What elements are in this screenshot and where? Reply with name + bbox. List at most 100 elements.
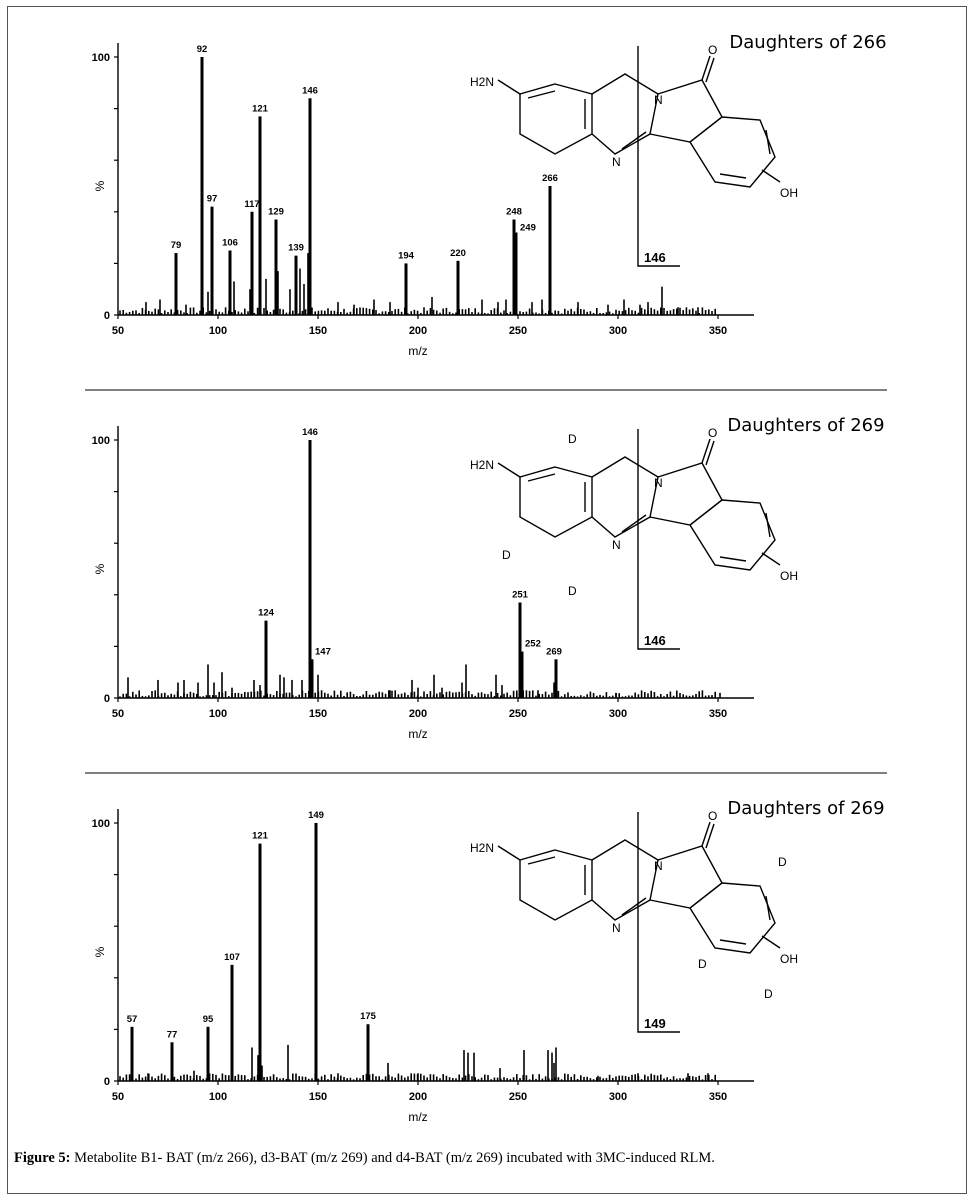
- spectrum-panel: 0 100% 50 100 150 200 250 300 350 m/z 124 146 147 251…: [92, 415, 885, 741]
- phenol-ring: [689, 882, 776, 954]
- double-bond: [765, 895, 771, 921]
- peak-label: 251: [512, 590, 529, 601]
- double-bond: [719, 939, 747, 945]
- peak-label: 121: [252, 831, 269, 842]
- carbonyl-bond: [701, 55, 711, 81]
- peak-label: 139: [288, 243, 304, 254]
- deuterium-label: D: [764, 987, 773, 1001]
- spectrum-panel: 0 100% 50 100 150 200 250 300 350 m/z 79 92 97 106 117…: [92, 32, 887, 358]
- peak-label: 266: [542, 173, 558, 184]
- carbonyl-bond: [705, 823, 715, 849]
- x-axis-label: m/z: [408, 344, 427, 358]
- double-bond: [527, 473, 556, 482]
- hydroxyl-label: OH: [780, 569, 798, 583]
- nitrogen-label: N: [654, 476, 663, 490]
- amine-label: H2N: [470, 458, 494, 472]
- double-bond: [765, 129, 771, 155]
- oxygen-label: O: [708, 426, 717, 440]
- amine-bond: [497, 462, 521, 478]
- nitrogen-label: N: [612, 155, 621, 169]
- fragment-label: 149: [644, 1016, 666, 1031]
- carbonyl-bond: [701, 821, 711, 847]
- x-tick-label: 50: [112, 708, 124, 720]
- hydroxyl-bond: [761, 552, 781, 566]
- peak-label: 107: [224, 952, 240, 963]
- x-axis-label: m/z: [408, 1110, 427, 1124]
- nitrogen-label: N: [612, 921, 621, 935]
- hydroxyl-label: OH: [780, 186, 798, 200]
- double-bond: [765, 512, 771, 538]
- oxygen-label: O: [708, 43, 717, 57]
- y-tick-label: 0: [104, 310, 110, 322]
- x-tick-label: 350: [709, 1091, 727, 1103]
- double-bond: [621, 514, 647, 533]
- hydroxyl-label: OH: [780, 952, 798, 966]
- deuterium-label: D: [698, 957, 707, 971]
- double-bond: [719, 173, 747, 179]
- peak-label: 269: [546, 646, 562, 657]
- x-tick-label: 250: [509, 1091, 527, 1103]
- x-tick-label: 100: [209, 1091, 227, 1103]
- x-tick-label: 50: [112, 1091, 124, 1103]
- nitrogen-label: N: [654, 93, 663, 107]
- nitrogen-label: N: [612, 538, 621, 552]
- oxygen-label: O: [708, 809, 717, 823]
- peak-label: 147: [315, 646, 331, 657]
- x-tick-label: 350: [709, 708, 727, 720]
- molecule-structure: H2N O N N OH 146 D D D: [470, 426, 798, 650]
- caption-text: Metabolite B1- BAT (m/z 266), d3-BAT (m/…: [70, 1150, 715, 1166]
- figure-caption: Figure 5: Metabolite B1- BAT (m/z 266), …: [14, 1150, 715, 1167]
- peak-label: 124: [258, 608, 275, 619]
- fragment-cut-line: [637, 812, 680, 1033]
- fragment-cut-line: [637, 429, 680, 650]
- y-tick-label: 100: [92, 52, 110, 64]
- y-tick-label: 100: [92, 435, 110, 447]
- peak-label: 77: [167, 1029, 178, 1040]
- x-tick-label: 150: [309, 325, 327, 337]
- caption-label: Figure 5:: [14, 1150, 71, 1166]
- x-tick-label: 300: [609, 708, 627, 720]
- phenol-ring: [689, 116, 776, 188]
- hydroxyl-bond: [761, 169, 781, 183]
- double-bond: [621, 897, 647, 916]
- x-tick-label: 200: [409, 325, 427, 337]
- x-tick-label: 150: [309, 708, 327, 720]
- x-axis-label: m/z: [408, 727, 427, 741]
- double-bond: [621, 131, 647, 150]
- y-axis-label: %: [93, 946, 107, 957]
- double-bond: [719, 556, 747, 562]
- x-tick-label: 150: [309, 1091, 327, 1103]
- y-axis-label: %: [93, 563, 107, 574]
- peak-label: 146: [302, 427, 318, 438]
- pyrrolone-ring: [649, 845, 723, 909]
- deuterium-label: D: [568, 432, 577, 446]
- double-bond: [527, 856, 556, 865]
- peak-label: 252: [525, 639, 541, 650]
- amine-bond: [497, 79, 521, 95]
- peak-label: 97: [207, 194, 218, 205]
- peak-label: 220: [450, 248, 466, 259]
- x-tick-label: 50: [112, 325, 124, 337]
- pyrrolone-ring: [649, 79, 723, 143]
- nitrogen-label: N: [654, 859, 663, 873]
- x-tick-label: 100: [209, 325, 227, 337]
- panel-title: Daughters of 269: [727, 415, 884, 436]
- peak-label: 57: [127, 1014, 138, 1025]
- peak-label: 92: [197, 44, 208, 55]
- peak-label: 79: [171, 240, 182, 251]
- panel-title: Daughters of 269: [727, 798, 884, 819]
- pyrrolone-ring: [649, 462, 723, 526]
- peak-label: 194: [398, 250, 415, 261]
- amine-label: H2N: [470, 841, 494, 855]
- deuterium-label: D: [568, 584, 577, 598]
- x-tick-label: 300: [609, 1091, 627, 1103]
- double-bond: [527, 90, 556, 99]
- pyrimidine-ring: [591, 839, 659, 921]
- fragment-label: 146: [644, 250, 666, 265]
- x-tick-label: 200: [409, 708, 427, 720]
- x-tick-label: 250: [509, 325, 527, 337]
- peak-label: 106: [222, 238, 238, 249]
- x-tick-label: 100: [209, 708, 227, 720]
- figure-frame: [7, 6, 967, 1194]
